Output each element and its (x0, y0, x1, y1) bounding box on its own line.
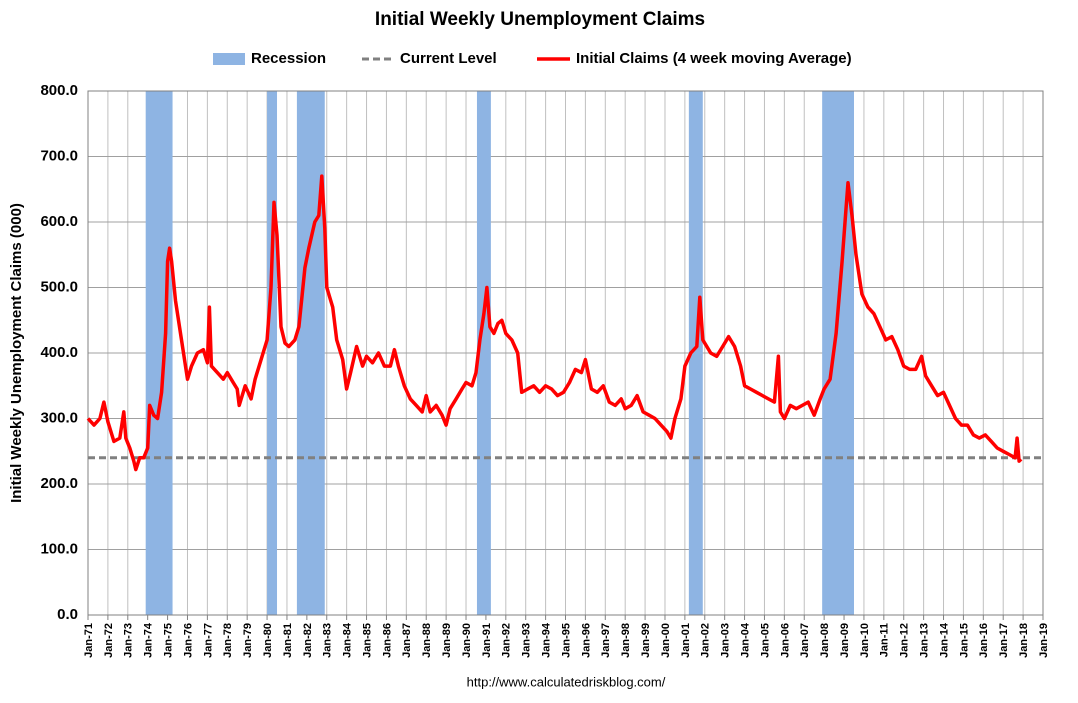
source: http://www.calculatedriskblog.com/ (467, 674, 666, 689)
x-tick-label: Jan-83 (322, 623, 334, 658)
x-tick-label: Jan-73 (123, 623, 135, 658)
x-tick-label: Jan-15 (958, 623, 970, 658)
x-tick-label: Jan-92 (501, 623, 513, 658)
x-tick-label: Jan-19 (1038, 623, 1050, 658)
y-tick-label: 100.0 (40, 540, 78, 557)
x-tick-label: Jan-88 (421, 623, 433, 658)
x-tick-label: Jan-01 (680, 623, 692, 658)
x-tick-label: Jan-82 (302, 623, 314, 658)
recession-band (267, 91, 278, 615)
legend-label: Initial Claims (4 week moving Average) (576, 50, 852, 67)
y-tick-label: 500.0 (40, 278, 78, 295)
x-tick-label: Jan-07 (799, 623, 811, 658)
x-tick-label: Jan-04 (739, 622, 751, 658)
x-tick-label: Jan-10 (859, 623, 871, 658)
x-tick-label: Jan-80 (262, 623, 274, 658)
x-tick-label: Jan-11 (879, 623, 891, 657)
recession-band (145, 91, 173, 615)
chart-title: Initial Weekly Unemployment Claims (375, 9, 705, 30)
y-tick-label: 0.0 (57, 606, 78, 623)
x-tick-label: Jan-90 (461, 623, 473, 658)
x-tick-label: Jan-93 (521, 623, 533, 658)
x-tick-label: Jan-14 (938, 622, 950, 658)
x-tick-label: Jan-17 (998, 623, 1010, 658)
x-tick-label: Jan-96 (580, 623, 592, 658)
x-tick-label: Jan-03 (720, 623, 732, 658)
y-tick-label: 800.0 (40, 82, 78, 99)
legend-label: Current Level (400, 50, 497, 67)
x-tick-label: Jan-00 (660, 623, 672, 658)
x-tick-label: Jan-12 (899, 623, 911, 658)
recession-band (822, 91, 854, 615)
x-tick-label: Jan-87 (401, 623, 413, 658)
x-tick-label: Jan-72 (103, 623, 115, 658)
legend-label: Recession (251, 50, 326, 67)
x-tick-label: Jan-77 (202, 623, 214, 658)
x-tick-label: Jan-97 (600, 623, 612, 658)
recession-band (296, 91, 325, 615)
x-tick-label: Jan-95 (560, 623, 572, 658)
claims-line (86, 174, 1023, 472)
x-tick-label: Jan-71 (83, 623, 95, 658)
x-tick-label: Jan-08 (819, 623, 831, 658)
y-tick-label: 600.0 (40, 213, 78, 230)
x-tick-label: Jan-86 (381, 623, 393, 658)
x-tick-label: Jan-76 (182, 623, 194, 658)
y-axis-label: Initial Weekly Unemployment Claims (000) (8, 203, 25, 503)
x-tick-label: Jan-78 (222, 623, 234, 658)
y-tick-label: 300.0 (40, 409, 78, 426)
recession-band (476, 91, 491, 615)
recession-band (688, 91, 703, 615)
x-tick-label: Jan-81 (282, 623, 294, 658)
y-tick-label: 700.0 (40, 147, 78, 164)
x-tick-label: Jan-02 (700, 623, 712, 658)
x-tick-label: Jan-91 (481, 623, 493, 658)
x-tick-label: Jan-89 (441, 623, 453, 658)
x-tick-label: Jan-13 (919, 623, 931, 658)
x-tick-label: Jan-99 (640, 623, 652, 658)
x-tick-label: Jan-79 (242, 623, 254, 658)
x-tick-label: Jan-06 (779, 623, 791, 658)
x-tick-label: Jan-85 (361, 623, 373, 658)
x-tick-label: Jan-05 (759, 623, 771, 658)
y-tick-label: 400.0 (40, 344, 78, 361)
x-tick-label: Jan-98 (620, 623, 632, 658)
x-tick-label: Jan-74 (143, 622, 155, 658)
plot-border (87, 90, 1044, 616)
x-tick-label: Jan-09 (839, 623, 851, 658)
x-tick-label: Jan-94 (541, 622, 553, 658)
y-tick-label: 200.0 (40, 475, 78, 492)
x-tick-label: Jan-84 (342, 622, 354, 658)
legend-swatch (213, 53, 245, 65)
x-tick-label: Jan-16 (978, 623, 990, 658)
x-tick-label: Jan-18 (1018, 623, 1030, 658)
x-tick-label: Jan-75 (162, 623, 174, 658)
